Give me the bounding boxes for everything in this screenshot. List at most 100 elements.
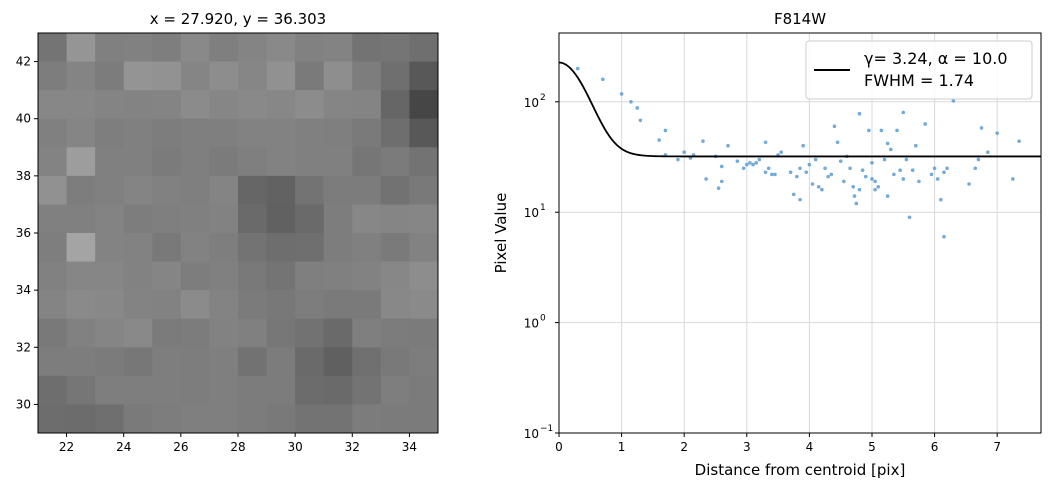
heatmap-cell — [180, 318, 210, 348]
heatmap-cell — [180, 204, 210, 234]
heatmap-cell — [180, 118, 210, 148]
data-point — [885, 141, 890, 146]
heatmap-cell — [66, 204, 96, 234]
data-point — [892, 172, 896, 177]
heatmap-cell — [380, 175, 410, 205]
data-point — [951, 99, 956, 103]
data-point — [863, 174, 868, 179]
heatmap-cell — [323, 61, 353, 91]
x-tick-label: 2 — [680, 440, 688, 454]
data-point — [801, 143, 805, 148]
x-tick-label: 6 — [931, 440, 939, 454]
heatmap-cell — [38, 33, 68, 63]
heatmap-cell — [95, 318, 125, 348]
data-point — [701, 139, 705, 143]
heatmap-cell — [66, 261, 96, 291]
heatmap-cell — [95, 290, 125, 320]
data-point — [682, 150, 686, 154]
data-point — [820, 187, 824, 192]
heatmap-cell — [380, 318, 410, 348]
data-point — [923, 122, 927, 126]
heatmap-cell — [323, 375, 353, 405]
heatmap-cell — [209, 61, 239, 91]
heatmap-cell — [66, 375, 96, 405]
data-point — [744, 162, 749, 167]
heatmap-cell — [180, 33, 210, 63]
heatmap-cell — [95, 261, 125, 291]
heatmap-cell — [352, 204, 382, 234]
heatmap-cell — [323, 204, 353, 234]
heatmap-cell — [238, 347, 268, 377]
heatmap-cell — [152, 233, 182, 263]
heatmap-cell — [295, 261, 325, 291]
x-tick-label: 1 — [618, 440, 626, 454]
heatmap-cell — [38, 90, 68, 120]
heatmap-cell — [38, 61, 68, 91]
data-point — [873, 187, 877, 192]
x-axis-label: Distance from centroid [pix] — [695, 461, 906, 479]
data-point — [810, 182, 815, 186]
heatmap-cell — [238, 290, 268, 320]
heatmap-cell — [38, 204, 68, 234]
heatmap-cell — [152, 375, 182, 405]
heatmap-cell — [380, 261, 410, 291]
data-point — [901, 177, 906, 181]
heatmap-cell — [38, 404, 68, 434]
y-tick-label: 38 — [16, 169, 31, 183]
heatmap-cell — [95, 118, 125, 148]
data-point — [942, 234, 946, 239]
heatmap-cell — [180, 233, 210, 263]
data-point — [826, 174, 830, 179]
left-y-ticks: 30 32 34 36 38 40 42 — [16, 55, 38, 411]
heatmap-cell — [123, 404, 153, 434]
heatmap-cell — [152, 290, 182, 320]
heatmap-cell — [152, 90, 182, 120]
heatmap-cell — [352, 147, 382, 177]
heatmap-cell — [323, 347, 353, 377]
x-tick-label: 7 — [993, 440, 1001, 454]
heatmap-cell — [409, 290, 439, 320]
heatmap-cell — [180, 290, 210, 320]
data-point — [907, 215, 912, 220]
heatmap-cell — [323, 318, 353, 348]
data-point — [1017, 139, 1021, 143]
heatmap-cell — [123, 375, 153, 405]
heatmap-cell — [38, 118, 68, 148]
moffat-model-line — [558, 61, 1041, 158]
heatmap-cell — [266, 33, 296, 63]
x-tick-label: 34 — [402, 440, 417, 454]
x-tick-label: 22 — [59, 440, 74, 454]
heatmap-cell — [209, 233, 239, 263]
data-point — [857, 187, 862, 192]
heatmap-cell — [409, 233, 439, 263]
heatmap-cell — [409, 318, 439, 348]
heatmap-cell — [380, 404, 410, 434]
heatmap-cell — [295, 33, 325, 63]
data-point — [829, 172, 834, 177]
heatmap-cell — [266, 61, 296, 91]
legend: γ= 3.24, α = 10.0 FWHM = 1.74 — [805, 40, 1033, 100]
heatmap-cell — [409, 347, 439, 377]
data-point — [735, 159, 740, 163]
heatmap-cell — [95, 147, 125, 177]
right-axes-frame — [558, 32, 1042, 434]
y-tick-exponent: 1 — [540, 203, 546, 213]
y-tick-label: 10 — [524, 317, 539, 331]
y-tick-exponent: −1 — [540, 424, 553, 434]
data-point — [939, 197, 943, 202]
heatmap-cell — [238, 318, 268, 348]
heatmap-cell — [295, 204, 325, 234]
legend-box — [805, 40, 1033, 100]
data-point — [848, 166, 852, 171]
heatmap-cell — [352, 175, 382, 205]
heatmap-cell — [209, 175, 239, 205]
heatmap-cell — [409, 118, 439, 148]
y-tick-exponent: 0 — [540, 314, 546, 324]
heatmap-cell — [66, 290, 96, 320]
heatmap-cell — [123, 61, 153, 91]
data-point — [763, 170, 768, 175]
data-point — [935, 177, 940, 181]
data-point — [932, 166, 937, 171]
